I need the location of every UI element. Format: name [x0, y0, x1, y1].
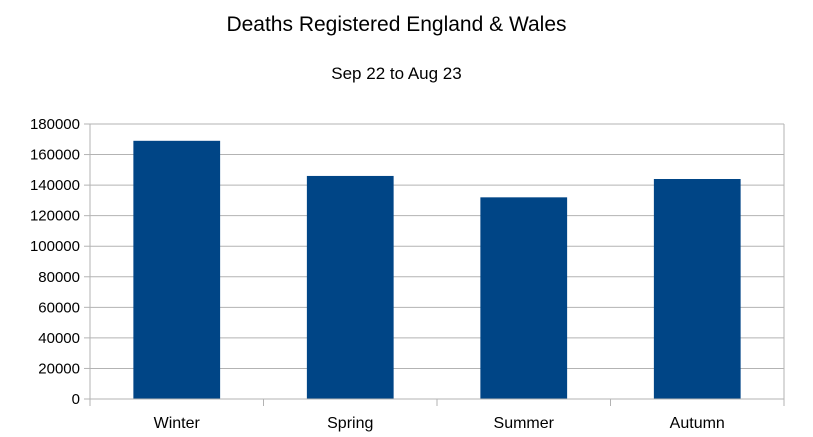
y-tick-label: 20000: [38, 360, 80, 377]
chart-title: Deaths Registered England & Wales: [226, 13, 567, 36]
bar-winter: [133, 140, 221, 400]
bar-summer: [480, 197, 568, 399]
x-tick-label: Summer: [494, 415, 555, 432]
y-tick-label: 160000: [30, 147, 80, 164]
y-tick-label: 180000: [30, 116, 80, 133]
x-tick-label: Spring: [327, 415, 373, 432]
y-tick-label: 80000: [38, 269, 80, 286]
y-tick-label: 140000: [30, 177, 80, 194]
y-tick-label: 0: [72, 391, 80, 408]
chart-subtitle: Sep 22 to Aug 23: [331, 64, 462, 83]
y-tick-label: 60000: [38, 299, 80, 316]
bar-autumn: [653, 179, 741, 399]
x-tick-label: Autumn: [670, 415, 725, 432]
y-tick-label: 40000: [38, 330, 80, 347]
y-tick-label: 120000: [30, 208, 80, 225]
bar-spring: [306, 175, 394, 399]
y-tick-label: 100000: [30, 238, 80, 255]
x-tick-label: Winter: [154, 415, 201, 432]
